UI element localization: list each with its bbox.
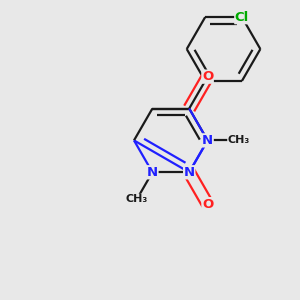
Text: O: O	[202, 198, 213, 211]
Text: N: N	[184, 166, 195, 179]
Text: N: N	[147, 166, 158, 179]
Text: Cl: Cl	[235, 11, 249, 24]
Text: CH₃: CH₃	[126, 194, 148, 204]
Text: N: N	[202, 134, 213, 147]
Text: CH₃: CH₃	[228, 135, 250, 146]
Text: O: O	[202, 70, 213, 83]
